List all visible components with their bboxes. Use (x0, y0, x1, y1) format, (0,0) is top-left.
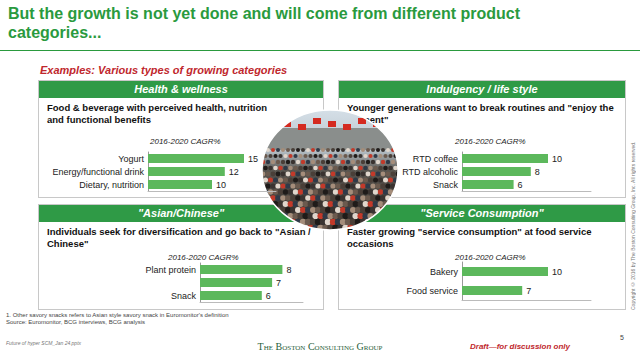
svg-text:8: 8 (535, 167, 540, 177)
svg-text:Snack: Snack (171, 291, 197, 301)
svg-text:Dietary, nutrition: Dietary, nutrition (79, 180, 144, 190)
html-text:2016-2020 CAGR%: 2016-2020 CAGR% (455, 137, 526, 146)
html-text:1. Other savory snacks refers: 1. Other savory snacks refers to Asian s… (6, 312, 229, 318)
html-text:5: 5 (620, 334, 624, 341)
html-text:The Boston Consulting Group: The Boston Consulting Group (257, 341, 383, 352)
html-text:Indulgency / life style: Indulgency / life style (426, 83, 538, 95)
html-text:Faster growing "service consum: Faster growing "service consumption" at … (347, 226, 592, 249)
html-text:Draft—for discussion only: Draft—for discussion only (470, 342, 570, 351)
svg-text:Snack: Snack (433, 180, 459, 190)
svg-text:Bakery: Bakery (430, 267, 459, 277)
html-text:Source: Euromonitor, BCG inter: Source: Euromonitor, BCG interviews, BCG… (6, 319, 146, 325)
svg-text:15: 15 (248, 154, 258, 164)
svg-text:Plant protein: Plant protein (145, 265, 196, 275)
html-text:Health & wellness: Health & wellness (134, 83, 228, 95)
html-text:2016-2020 CAGR%: 2016-2020 CAGR% (168, 253, 239, 262)
html-text:"Service Consumption": "Service Consumption" (420, 207, 544, 219)
html-text:Examples: Various types of gro: Examples: Various types of growing categ… (40, 64, 288, 76)
svg-text:Food service: Food service (406, 286, 458, 296)
svg-text:10: 10 (216, 180, 226, 190)
html-text:Younger generations want to br: Younger generations want to break routin… (347, 102, 614, 125)
html-text:But the growth is not yet done: But the growth is not yet done and will … (8, 5, 520, 41)
svg-text:7: 7 (526, 286, 531, 296)
svg-text:10: 10 (552, 267, 562, 277)
svg-text:Energy/functional drink: Energy/functional drink (52, 167, 144, 177)
html-text:2016-2020 CAGR%: 2016-2020 CAGR% (455, 253, 526, 262)
html-text:"Asian/Chinese": "Asian/Chinese" (137, 207, 225, 219)
html-text:Individuals seek for diversifi: Individuals seek for diversification and… (47, 226, 311, 249)
svg-text:RTD alcoholic: RTD alcoholic (402, 167, 458, 177)
svg-text:8: 8 (286, 265, 291, 275)
svg-text:6: 6 (518, 180, 523, 190)
svg-text:12: 12 (229, 167, 239, 177)
svg-text:RTD coffee: RTD coffee (413, 154, 458, 164)
html-text:Food & beverage with perceived: Food & beverage with perceived health, n… (47, 102, 268, 125)
html-text:Copyright © 2016 by The Boston: Copyright © 2016 by The Boston Consultin… (630, 141, 636, 310)
svg-text:Yogurt: Yogurt (118, 154, 144, 164)
html-text:2016-2020 CAGR%: 2016-2020 CAGR% (150, 137, 221, 146)
svg-text:6: 6 (266, 291, 271, 301)
svg-text:10: 10 (552, 154, 562, 164)
svg-text:7: 7 (276, 278, 281, 288)
html-text:Future of hyper SCM_Jan 24.ppt: Future of hyper SCM_Jan 24.pptx (6, 340, 81, 346)
